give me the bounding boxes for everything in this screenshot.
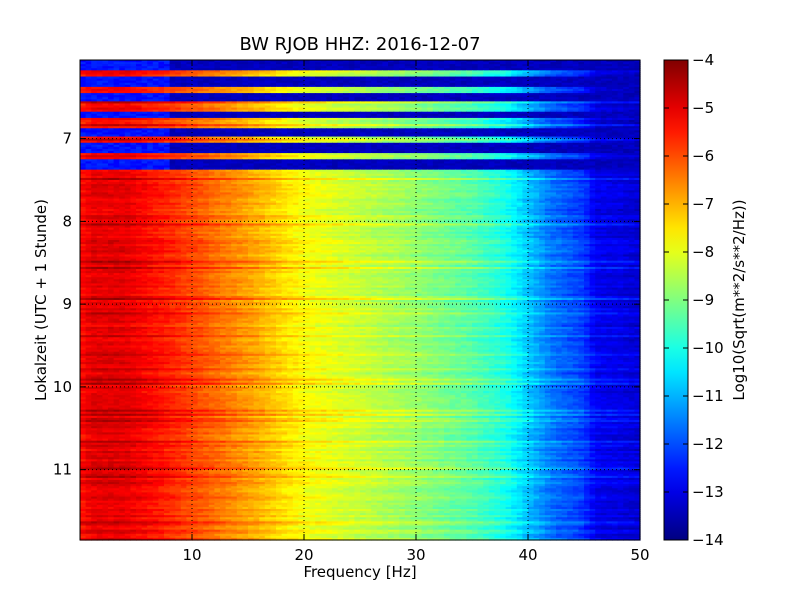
heatmap-cells bbox=[80, 60, 641, 541]
chart-title: BW RJOB HHZ: 2016-12-07 bbox=[239, 34, 480, 55]
